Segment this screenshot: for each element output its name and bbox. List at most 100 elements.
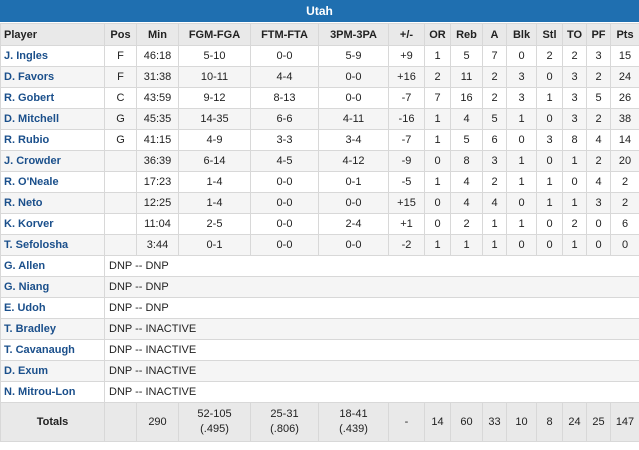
stat-cell: 1: [424, 108, 451, 130]
total-cell: 147: [610, 402, 639, 442]
player-link[interactable]: K. Korver: [0, 213, 105, 235]
stat-cell: 7: [482, 45, 507, 67]
stat-cell: 1: [424, 171, 451, 193]
stat-cell: 8: [450, 150, 483, 172]
totals-row: Totals 290 52-105 (.495) 25-31 (.806) 18-41 (.4…: [0, 402, 639, 442]
stat-cell: 2: [586, 150, 611, 172]
stat-cell: 1-4: [178, 192, 251, 214]
player-link[interactable]: D. Mitchell: [0, 108, 105, 130]
stat-cell: 2: [562, 45, 587, 67]
stat-cell: 16: [450, 87, 483, 109]
stat-cell: 2: [482, 66, 507, 88]
stat-cell: 1: [562, 192, 587, 214]
stat-cell: [104, 213, 137, 235]
total-percentage: (.806): [270, 423, 299, 435]
column-header: PF: [586, 23, 611, 46]
stat-cell: 2: [482, 87, 507, 109]
stat-cell: 1: [506, 171, 537, 193]
player-link[interactable]: D. Favors: [0, 66, 105, 88]
dnp-note: DNP -- DNP: [104, 255, 639, 277]
stat-cell: 0: [506, 234, 537, 256]
stat-cell: 0: [536, 213, 563, 235]
table-row: R. O'Neale 17:23 1-4 0-0 0-1 -5 1 4 2 1 1 0 4 2: [0, 171, 639, 193]
stat-cell: 5: [450, 129, 483, 151]
player-link[interactable]: R. Neto: [0, 192, 105, 214]
player-link[interactable]: R. Rubio: [0, 129, 105, 151]
table-row: R. Gobert C 43:59 9-12 8-13 0-0 -7 7 16 2 3 1 3 5 26: [0, 87, 639, 109]
table-row: N. Mitrou-Lon DNP -- INACTIVE: [0, 381, 639, 403]
stat-cell: 2: [586, 66, 611, 88]
column-header: OR: [424, 23, 451, 46]
player-link[interactable]: G. Niang: [0, 276, 105, 298]
table-row: K. Korver 11:04 2-5 0-0 2-4 +1 0 2 1 1 0 2 0 6: [0, 213, 639, 235]
player-link[interactable]: R. O'Neale: [0, 171, 105, 193]
player-link[interactable]: N. Mitrou-Lon: [0, 381, 105, 403]
player-link[interactable]: T. Sefolosha: [0, 234, 105, 256]
stat-cell: 0-0: [250, 213, 319, 235]
total-percentage: (.439): [339, 423, 368, 435]
stat-cell: 1: [506, 213, 537, 235]
table-row: J. Crowder 36:39 6-14 4-5 4-12 -9 0 8 3 1 0 1 2 20: [0, 150, 639, 172]
total-cell: 25-31 (.806): [250, 402, 319, 442]
stat-cell: 2: [424, 66, 451, 88]
stat-cell: 36:39: [136, 150, 179, 172]
table-row: D. Mitchell G 45:35 14-35 6-6 4-11 -16 1 4 5 1 0 3 2 3…: [0, 108, 639, 130]
table-row: T. Bradley DNP -- INACTIVE: [0, 318, 639, 340]
stat-cell: 6: [482, 129, 507, 151]
total-cell: -: [388, 402, 425, 442]
stat-cell: 46:18: [136, 45, 179, 67]
stat-cell: 12:25: [136, 192, 179, 214]
column-header: Min: [136, 23, 179, 46]
total-cell: 25: [586, 402, 611, 442]
stat-cell: 2: [610, 192, 639, 214]
stat-cell: 0-0: [250, 234, 319, 256]
stat-cell: 0: [424, 192, 451, 214]
total-cell: 8: [536, 402, 563, 442]
column-header: A: [482, 23, 507, 46]
stat-cell: 1: [482, 234, 507, 256]
stat-cell: 0-0: [318, 234, 389, 256]
stat-cell: 2: [536, 45, 563, 67]
stat-cell: 4-11: [318, 108, 389, 130]
player-link[interactable]: J. Crowder: [0, 150, 105, 172]
stat-cell: 5: [482, 108, 507, 130]
player-link[interactable]: E. Udoh: [0, 297, 105, 319]
player-link[interactable]: T. Bradley: [0, 318, 105, 340]
column-header: FTM-FTA: [250, 23, 319, 46]
stat-cell: -7: [388, 129, 425, 151]
dnp-note: DNP -- DNP: [104, 276, 639, 298]
total-cell: 60: [450, 402, 483, 442]
stat-cell: 0-1: [178, 234, 251, 256]
player-link[interactable]: R. Gobert: [0, 87, 105, 109]
table-row: J. Ingles F 46:18 5-10 0-0 5-9 +9 1 5 7 0 2 2 3 15: [0, 45, 639, 67]
stat-cell: 1: [506, 150, 537, 172]
stat-cell: 1: [506, 108, 537, 130]
stat-cell: 0: [536, 234, 563, 256]
player-link[interactable]: J. Ingles: [0, 45, 105, 67]
total-made-attempted: 25-31: [270, 408, 299, 420]
column-header: Reb: [450, 23, 483, 46]
stat-cell: 1: [424, 234, 451, 256]
stat-cell: 4: [586, 171, 611, 193]
stat-cell: G: [104, 129, 137, 151]
player-link[interactable]: T. Cavanaugh: [0, 339, 105, 361]
stat-cell: 0: [610, 234, 639, 256]
stat-cell: 8-13: [250, 87, 319, 109]
stat-cell: 38: [610, 108, 639, 130]
column-header: Blk: [506, 23, 537, 46]
dnp-note: DNP -- DNP: [104, 297, 639, 319]
stat-cell: 3: [562, 108, 587, 130]
column-header: Pos: [104, 23, 137, 46]
stat-cell: 1: [482, 213, 507, 235]
stat-cell: 3-3: [250, 129, 319, 151]
player-link[interactable]: G. Allen: [0, 255, 105, 277]
stat-cell: 4: [450, 192, 483, 214]
total-cell: 33: [482, 402, 507, 442]
table-row: D. Favors F 31:38 10-11 4-4 0-0 +16 2 11 2 3 0 3 2 24: [0, 66, 639, 88]
stat-cell: 11:04: [136, 213, 179, 235]
column-header: Pts: [610, 23, 639, 46]
stat-cell: 3: [506, 66, 537, 88]
player-link[interactable]: D. Exum: [0, 360, 105, 382]
total-made-attempted: 52-105: [197, 408, 232, 420]
stat-cell: 31:38: [136, 66, 179, 88]
